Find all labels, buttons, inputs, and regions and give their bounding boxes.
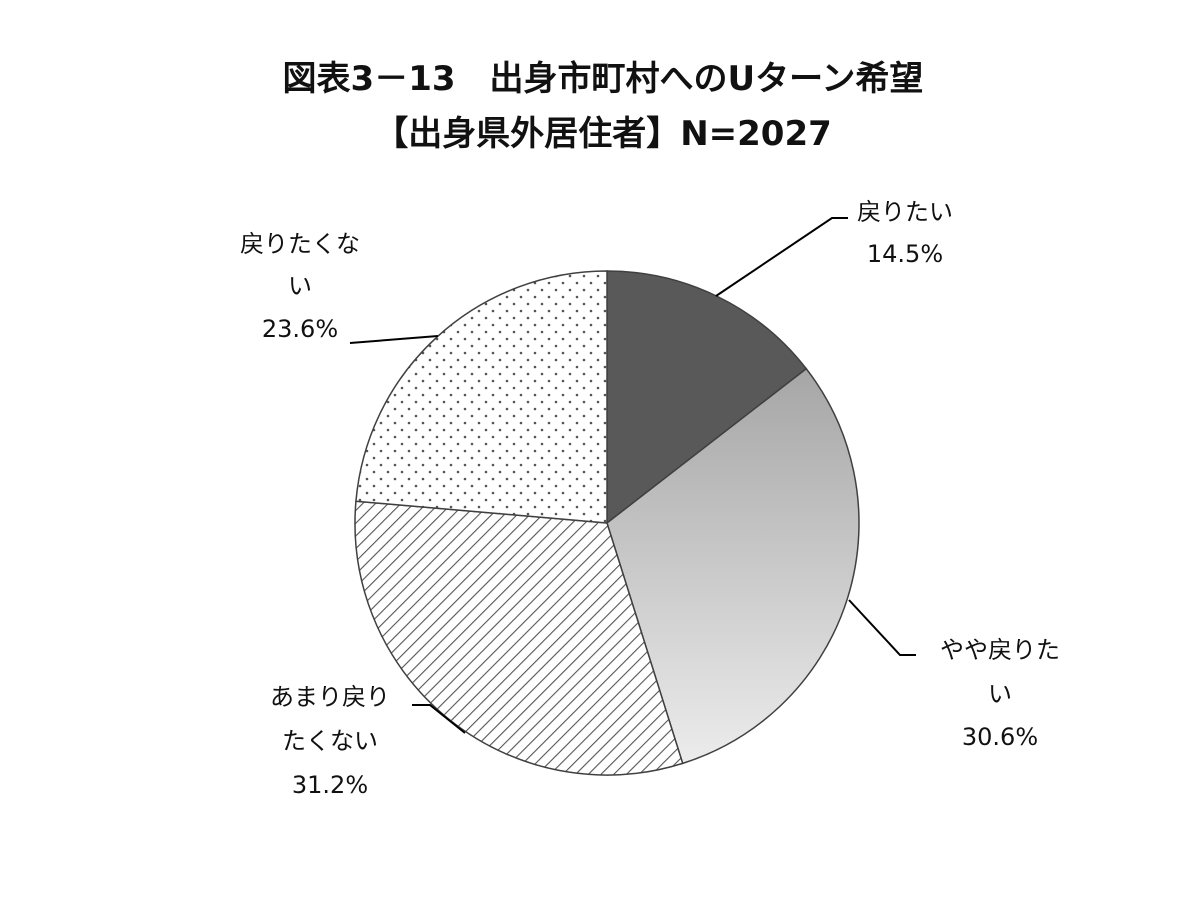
slice-label-2-line-2: い bbox=[988, 680, 1012, 708]
leader-line-3 bbox=[412, 704, 466, 734]
leader-line-4 bbox=[349, 335, 439, 344]
slice-value-label-2: 30.6% bbox=[962, 723, 1038, 751]
slice-label-3-line-1: あまり戻り bbox=[270, 683, 390, 711]
pie-slice-4 bbox=[355, 270, 608, 524]
slice-label-4-line-2: い bbox=[288, 272, 312, 300]
chart-subtitle: 【出身県外居住者】N=2027 bbox=[374, 114, 832, 154]
leader-lines bbox=[349, 217, 916, 734]
slice-labels: 戻りたい14.5%やや戻りたい30.6%あまり戻りたくない31.2%戻りたくない… bbox=[240, 198, 1060, 799]
pie-slice-1 bbox=[606, 270, 808, 525]
slice-label-2-line-1: やや戻りた bbox=[940, 636, 1060, 664]
slice-value-label-3: 31.2% bbox=[292, 771, 368, 799]
leader-line-1 bbox=[715, 217, 848, 297]
slice-label-3-line-2: たくない bbox=[282, 727, 378, 755]
leader-line-2 bbox=[848, 599, 916, 656]
pie-slice-2 bbox=[606, 367, 860, 765]
slice-value-label-1: 14.5% bbox=[867, 240, 943, 268]
slice-label-1-line-1: 戻りたい bbox=[857, 198, 953, 226]
chart-title: 図表3－13 出身市町村へのUターン希望 bbox=[283, 59, 924, 99]
pie-slices bbox=[354, 270, 860, 776]
slice-label-4-line-1: 戻りたくな bbox=[240, 230, 360, 258]
slice-value-label-4: 23.6% bbox=[262, 315, 338, 343]
